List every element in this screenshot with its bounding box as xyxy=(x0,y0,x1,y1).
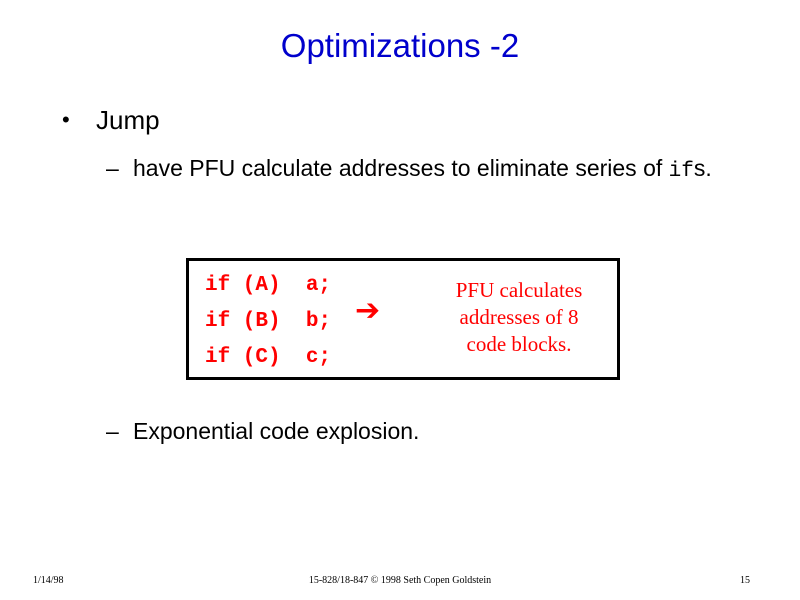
sub-bullet-have-pfu: – have PFU calculate addresses to elimin… xyxy=(106,153,746,187)
sub-bullet-have-pfu-label: have PFU calculate addresses to eliminat… xyxy=(133,153,746,187)
footer-date: 1/14/98 xyxy=(33,575,64,586)
sub-bullet-text-part-b: s. xyxy=(693,155,712,181)
bullet-jump-label: Jump xyxy=(96,105,160,135)
page-title: Optimizations -2 xyxy=(280,27,520,64)
sub-bullet-marker-icon: – xyxy=(106,155,119,181)
sub-bullet-marker-icon: – xyxy=(106,418,119,444)
bullet-marker-icon: • xyxy=(62,107,70,132)
pfu-note-line-3: code blocks. xyxy=(466,332,572,356)
bullet-jump: • Jump xyxy=(62,104,160,136)
sub-bullet-text-part-a: have PFU calculate addresses to eliminat… xyxy=(133,155,669,181)
sub-bullet-exponential: – Exponential code explosion. xyxy=(106,416,746,446)
keyword-if: if xyxy=(668,160,694,183)
pfu-note-line-1: PFU calculates xyxy=(455,278,583,302)
code-snippet: if (A) a; if (B) b; if (C) c; xyxy=(205,274,332,369)
footer-page-number: 15 xyxy=(740,575,750,586)
pfu-note-line-2: addresses of 8 xyxy=(459,305,579,329)
right-arrow-icon: ➔ xyxy=(355,293,381,328)
pfu-note: PFU calculates addresses of 8 code block… xyxy=(424,277,614,358)
code-illustration-box: if (A) a; if (B) b; if (C) c; PFU calcul… xyxy=(186,258,620,380)
sub-bullet-exponential-label: Exponential code explosion. xyxy=(133,418,420,444)
code-box-inner: if (A) a; if (B) b; if (C) c; PFU calcul… xyxy=(189,261,617,377)
footer-credit: 15-828/18-847 © 1998 Seth Copen Goldstei… xyxy=(308,575,492,586)
